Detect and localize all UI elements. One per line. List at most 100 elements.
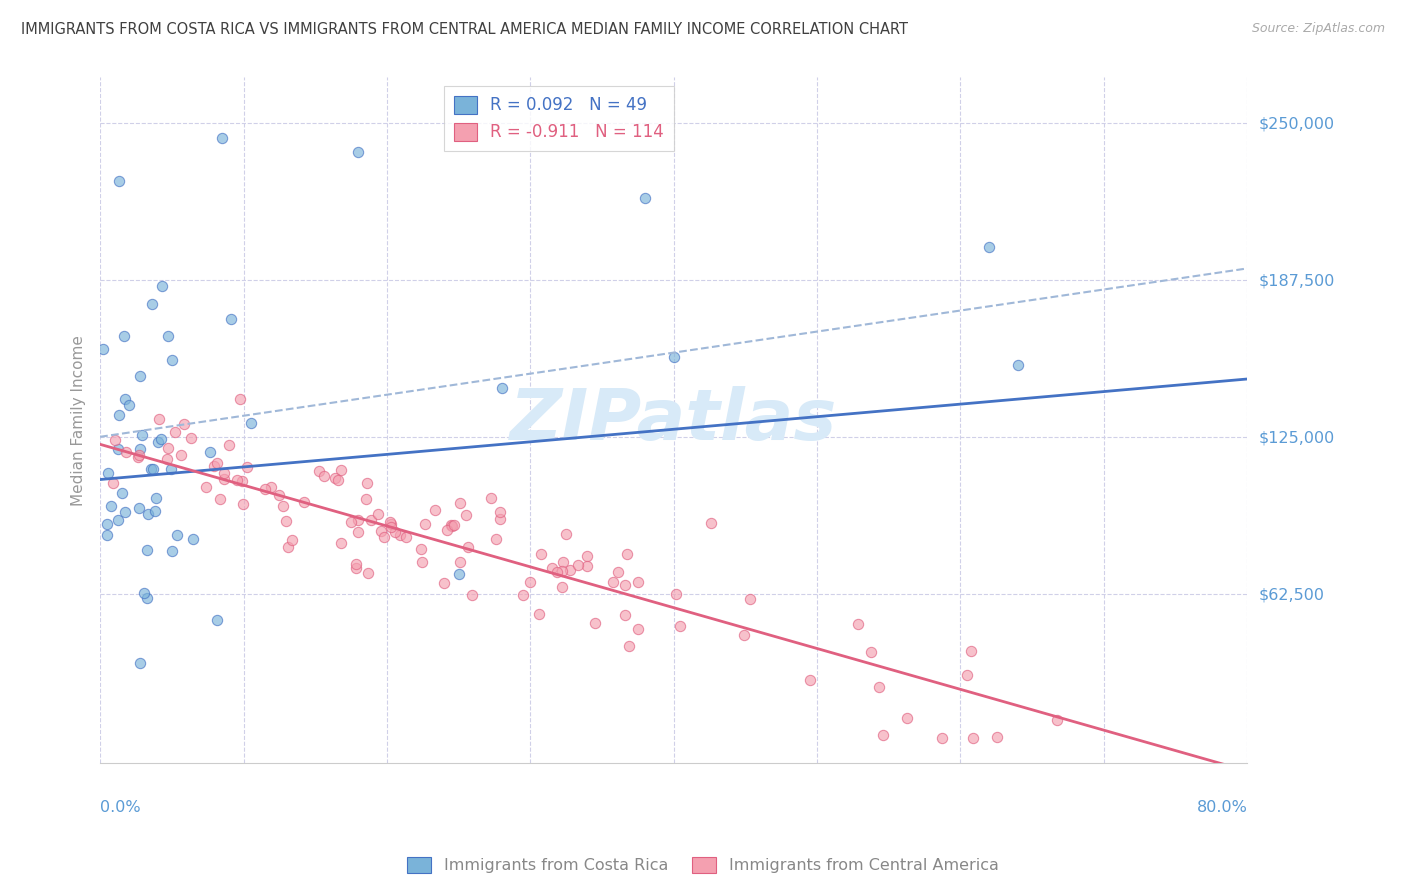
Point xyxy=(1046,713,1069,727)
Point xyxy=(146,434,169,449)
Point xyxy=(111,485,134,500)
Point xyxy=(433,575,456,590)
Point xyxy=(134,586,156,600)
Point xyxy=(627,575,650,590)
Point xyxy=(613,607,636,622)
Point xyxy=(259,480,281,494)
Point xyxy=(512,588,534,602)
Point xyxy=(136,543,159,558)
Point xyxy=(979,240,1001,254)
Point xyxy=(356,491,378,506)
Legend: R = 0.092   N = 49, R = -0.911   N = 114: R = 0.092 N = 49, R = -0.911 N = 114 xyxy=(444,86,675,152)
Point xyxy=(141,462,163,476)
Point xyxy=(700,516,723,530)
Point xyxy=(583,616,606,631)
Point xyxy=(180,431,202,445)
Point xyxy=(662,350,685,364)
Point xyxy=(738,591,761,606)
Point xyxy=(460,588,482,602)
Point xyxy=(449,495,471,509)
Point xyxy=(231,474,253,488)
Point xyxy=(323,471,346,485)
Point xyxy=(485,532,508,546)
Point xyxy=(530,547,553,561)
Point xyxy=(136,507,159,521)
Point xyxy=(107,513,129,527)
Point xyxy=(149,432,172,446)
Point xyxy=(170,448,193,462)
Point xyxy=(560,564,582,578)
Point xyxy=(447,567,470,582)
Point xyxy=(136,591,159,606)
Point xyxy=(960,644,983,658)
Point xyxy=(481,491,503,505)
Point xyxy=(274,514,297,528)
Point xyxy=(454,508,477,523)
Point xyxy=(108,174,131,188)
Point xyxy=(367,507,389,521)
Point xyxy=(868,681,890,695)
Point xyxy=(1007,358,1029,372)
Point xyxy=(541,561,564,575)
Point xyxy=(160,462,183,476)
Point xyxy=(156,452,179,467)
Point xyxy=(150,279,173,293)
Point xyxy=(229,392,252,406)
Point xyxy=(219,312,242,326)
Point xyxy=(202,458,225,473)
Point xyxy=(567,558,589,573)
Point xyxy=(411,555,433,569)
Point xyxy=(236,460,259,475)
Point xyxy=(330,536,353,550)
Point xyxy=(314,469,336,483)
Point xyxy=(378,516,401,530)
Point xyxy=(436,523,458,537)
Point xyxy=(443,518,465,533)
Point xyxy=(956,668,979,682)
Point xyxy=(114,392,136,406)
Point xyxy=(156,329,179,343)
Point xyxy=(211,130,233,145)
Point xyxy=(669,619,692,633)
Legend: Immigrants from Costa Rica, Immigrants from Central America: Immigrants from Costa Rica, Immigrants f… xyxy=(401,850,1005,880)
Point xyxy=(281,533,304,548)
Point xyxy=(606,566,628,580)
Point xyxy=(225,473,247,487)
Point xyxy=(872,728,894,742)
Text: ZIPatlas: ZIPatlas xyxy=(510,386,838,455)
Point xyxy=(576,559,599,574)
Point xyxy=(212,466,235,480)
Point xyxy=(157,441,180,455)
Point xyxy=(277,541,299,555)
Point xyxy=(107,442,129,456)
Point xyxy=(931,731,953,746)
Y-axis label: Median Family Income: Median Family Income xyxy=(72,335,86,506)
Point xyxy=(384,525,406,540)
Point xyxy=(962,731,984,746)
Point xyxy=(100,499,122,513)
Point xyxy=(162,353,184,368)
Point xyxy=(131,428,153,442)
Point xyxy=(200,444,222,458)
Point xyxy=(127,450,149,465)
Point xyxy=(634,191,657,205)
Point xyxy=(440,519,463,533)
Point xyxy=(357,566,380,581)
Point xyxy=(114,505,136,519)
Point xyxy=(205,613,228,627)
Point xyxy=(292,494,315,508)
Point xyxy=(389,528,412,542)
Text: Source: ZipAtlas.com: Source: ZipAtlas.com xyxy=(1251,22,1385,36)
Point xyxy=(356,475,378,490)
Text: 0.0%: 0.0% xyxy=(100,799,141,814)
Point xyxy=(440,518,463,533)
Point xyxy=(799,673,821,687)
Point xyxy=(551,555,574,569)
Point xyxy=(108,409,131,423)
Point xyxy=(413,517,436,532)
Point xyxy=(380,517,402,532)
Point xyxy=(344,561,367,575)
Point xyxy=(128,501,150,516)
Point xyxy=(546,566,568,580)
Point xyxy=(380,520,402,534)
